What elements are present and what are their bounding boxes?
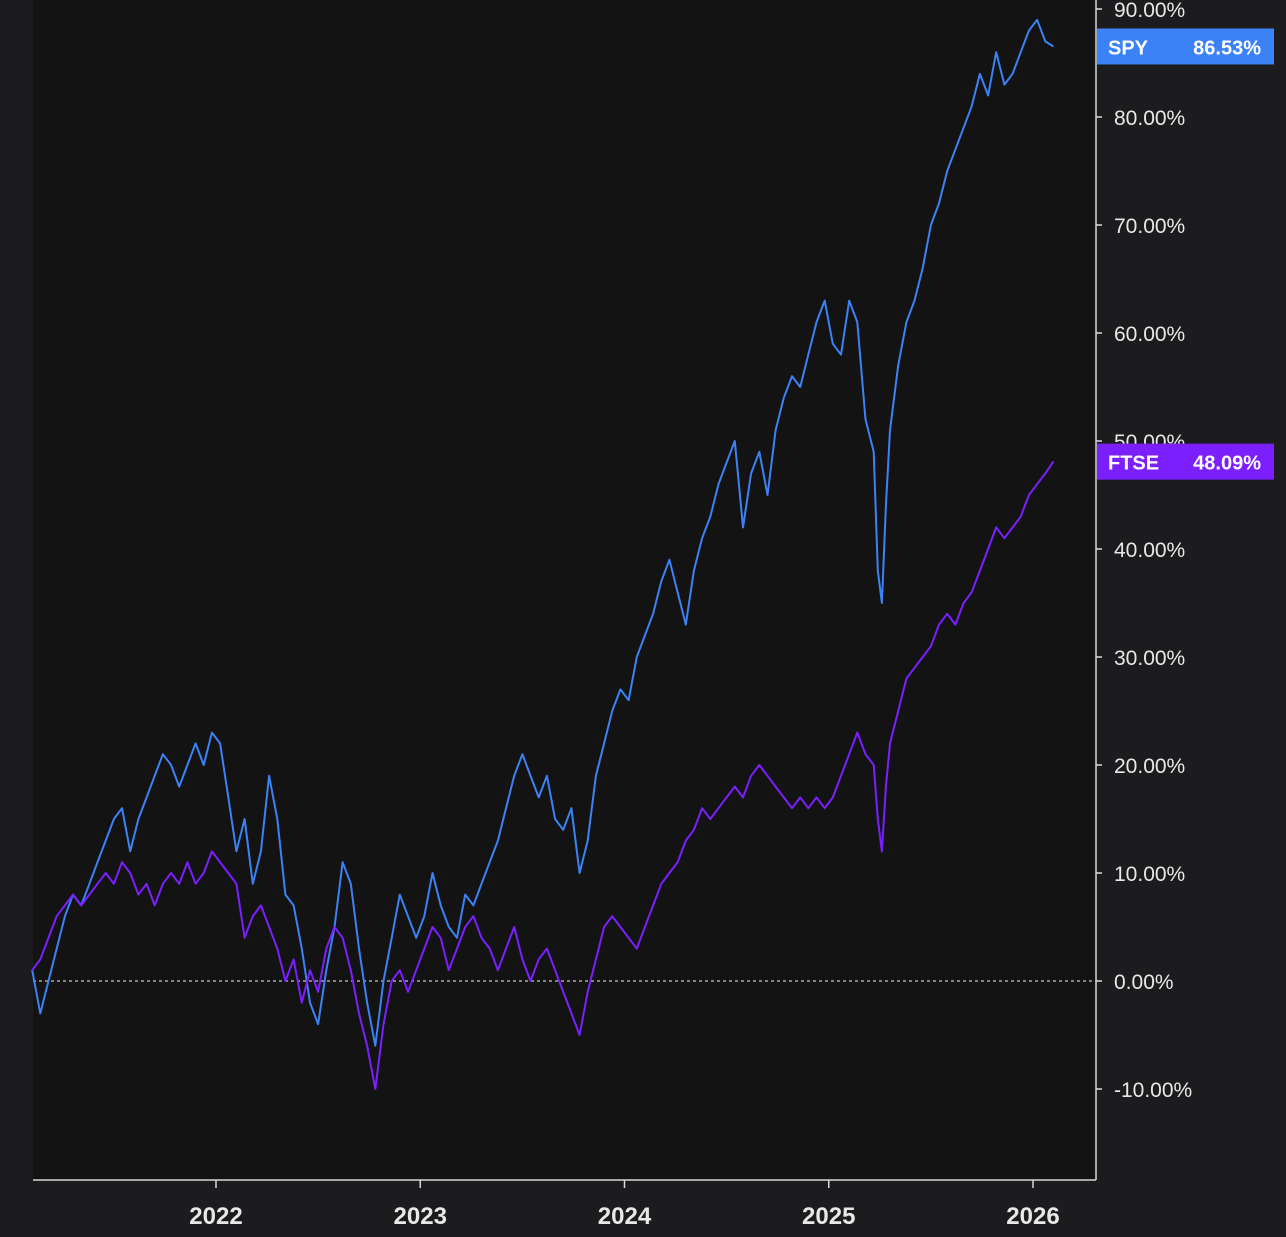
series-line-ftse [31,461,1055,1090]
series-name-label: SPY [1108,37,1149,59]
x-tick-label: 2026 [1006,1203,1059,1230]
series-last-value: 48.09% [1193,453,1261,475]
series-lines [31,18,1055,1090]
x-axis-ticks: 2022 2023 2024 2025 2026 [189,1180,1060,1230]
x-tick-label: 2025 [802,1203,855,1230]
y-tick-label: 10.00% [1114,863,1185,886]
plot-background [33,0,1096,1180]
last-value-badge-bg [1097,28,1274,65]
y-tick-label: 20.00% [1114,755,1185,778]
last-value-badge-bg [1097,443,1274,480]
y-axis-ticks: 90.00%80.00%70.00%60.00%50.00%40.00%30.0… [1096,0,1192,1102]
y-tick-label: 40.00% [1114,539,1185,562]
y-tick-label: -10.00% [1114,1079,1192,1102]
series-name-label: FTSE [1108,453,1159,475]
y-tick-label: 60.00% [1114,323,1185,346]
y-tick-label: 30.00% [1114,647,1185,670]
last-value-badge-spy: SPY 86.53% [1097,28,1274,65]
series-line-spy [31,18,1054,1047]
x-tick-label: 2023 [394,1203,447,1230]
last-value-badge-ftse: FTSE 48.09% [1097,443,1274,480]
y-tick-label: 90.00% [1114,0,1185,22]
y-tick-label: 0.00% [1114,971,1174,994]
last-value-labels: SPY 86.53% FTSE 48.09% [1097,28,1274,480]
x-tick-label: 2024 [598,1203,652,1230]
series-last-value: 86.53% [1193,37,1261,59]
x-tick-label: 2022 [189,1203,242,1230]
y-tick-label: 70.00% [1114,215,1185,238]
y-tick-label: 80.00% [1114,107,1185,130]
